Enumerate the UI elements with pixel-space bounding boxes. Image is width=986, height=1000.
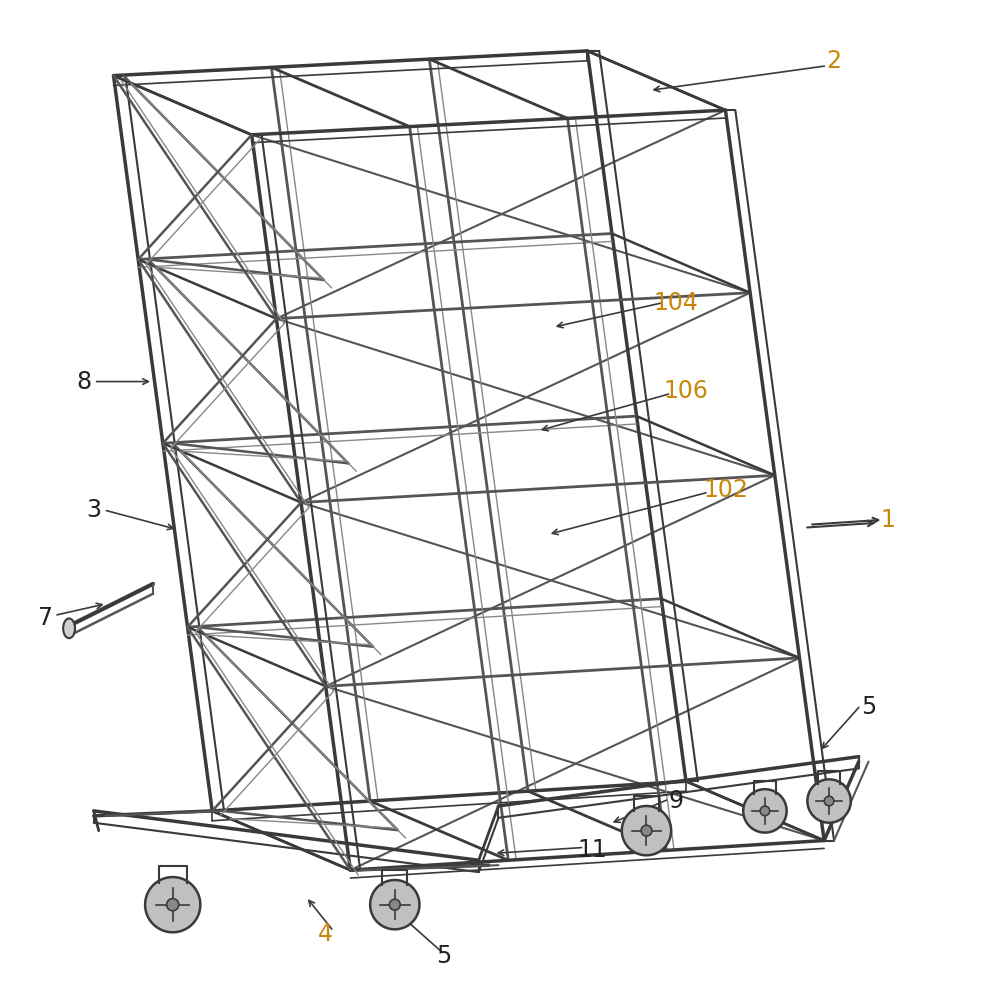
- Text: 104: 104: [653, 291, 698, 315]
- Text: 102: 102: [702, 478, 747, 502]
- Circle shape: [823, 796, 833, 806]
- Text: 11: 11: [577, 838, 606, 862]
- Text: 2: 2: [825, 49, 841, 73]
- Circle shape: [388, 899, 400, 910]
- Text: 7: 7: [36, 606, 52, 630]
- Polygon shape: [621, 806, 670, 855]
- Text: 4: 4: [317, 922, 333, 946]
- Polygon shape: [370, 880, 419, 929]
- Polygon shape: [742, 789, 786, 833]
- Text: 9: 9: [668, 789, 683, 813]
- Polygon shape: [145, 877, 200, 932]
- Text: 106: 106: [663, 379, 708, 403]
- Circle shape: [167, 899, 178, 911]
- Text: 8: 8: [76, 370, 92, 394]
- Text: 1: 1: [880, 508, 895, 532]
- Text: 3: 3: [86, 498, 102, 522]
- Text: 5: 5: [436, 944, 452, 968]
- Polygon shape: [807, 779, 850, 823]
- Ellipse shape: [63, 618, 75, 638]
- Text: 5: 5: [860, 695, 876, 719]
- Circle shape: [759, 806, 769, 816]
- Circle shape: [641, 825, 651, 836]
